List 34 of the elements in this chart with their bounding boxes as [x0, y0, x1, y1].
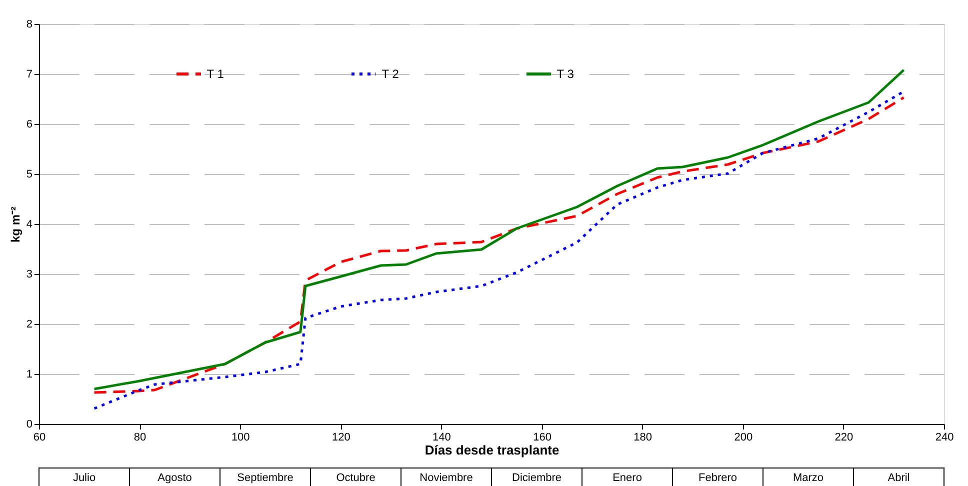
legend-label: T 2: [382, 67, 400, 81]
x-tick-label: 180: [634, 432, 652, 444]
text: Febrero: [698, 472, 738, 484]
text: Enero: [612, 472, 642, 484]
x-tick-label: 200: [734, 432, 753, 444]
y-tick-label: 5: [26, 168, 32, 180]
x-tick-label: 140: [432, 432, 451, 444]
legend-label: T 1: [206, 67, 224, 81]
y-tick-label: 2: [26, 318, 32, 330]
y-tick-label: 8: [26, 18, 32, 30]
x-tick-label: 120: [332, 432, 350, 444]
x-tick-label: 60: [33, 432, 46, 444]
x-tick-label: 220: [834, 432, 854, 444]
y-tick-label: 7: [26, 68, 32, 80]
x-tick-label: 100: [231, 432, 250, 444]
legend-label: T 3: [556, 67, 574, 81]
x-tick-label: 160: [533, 432, 552, 444]
y-tick-label: 6: [26, 118, 32, 130]
y-tick-label: 1: [26, 368, 32, 380]
y-tick-label: 3: [26, 268, 32, 280]
x-tick-label: 240: [935, 432, 954, 444]
x-axis-title: Días desde trasplante: [424, 442, 560, 458]
text: Septiembre: [237, 472, 294, 484]
text: Noviembre: [420, 472, 473, 484]
text: Octubre: [336, 472, 376, 484]
text: Abril: [888, 472, 910, 484]
y-tick-label: 4: [26, 218, 32, 230]
text: Marzo: [792, 472, 824, 484]
x-tick-label: 80: [134, 432, 146, 444]
text: Agosto: [158, 472, 192, 484]
y-tick-label: 0: [26, 418, 32, 430]
text: Diciembre: [512, 472, 562, 484]
y-axis-title: kg m⁻²: [8, 206, 22, 243]
text: Julio: [72, 472, 96, 484]
